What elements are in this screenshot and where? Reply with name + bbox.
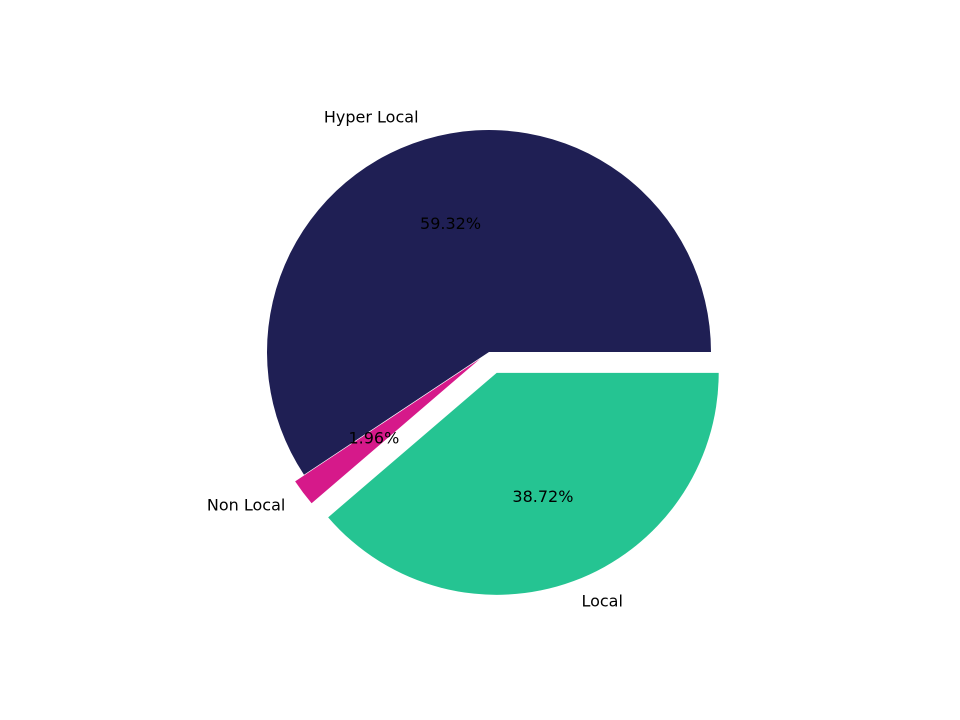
value-label: 1.96% <box>348 429 399 448</box>
slice-label: Local <box>581 591 622 610</box>
pie-slice <box>295 358 481 504</box>
slice-label: Hyper Local <box>324 108 419 127</box>
slice-label: Non Local <box>207 495 285 514</box>
value-label: 38.72% <box>512 487 573 506</box>
pie-slice <box>328 372 719 595</box>
value-label: 59.32% <box>420 214 481 233</box>
pie-slice <box>267 130 711 475</box>
